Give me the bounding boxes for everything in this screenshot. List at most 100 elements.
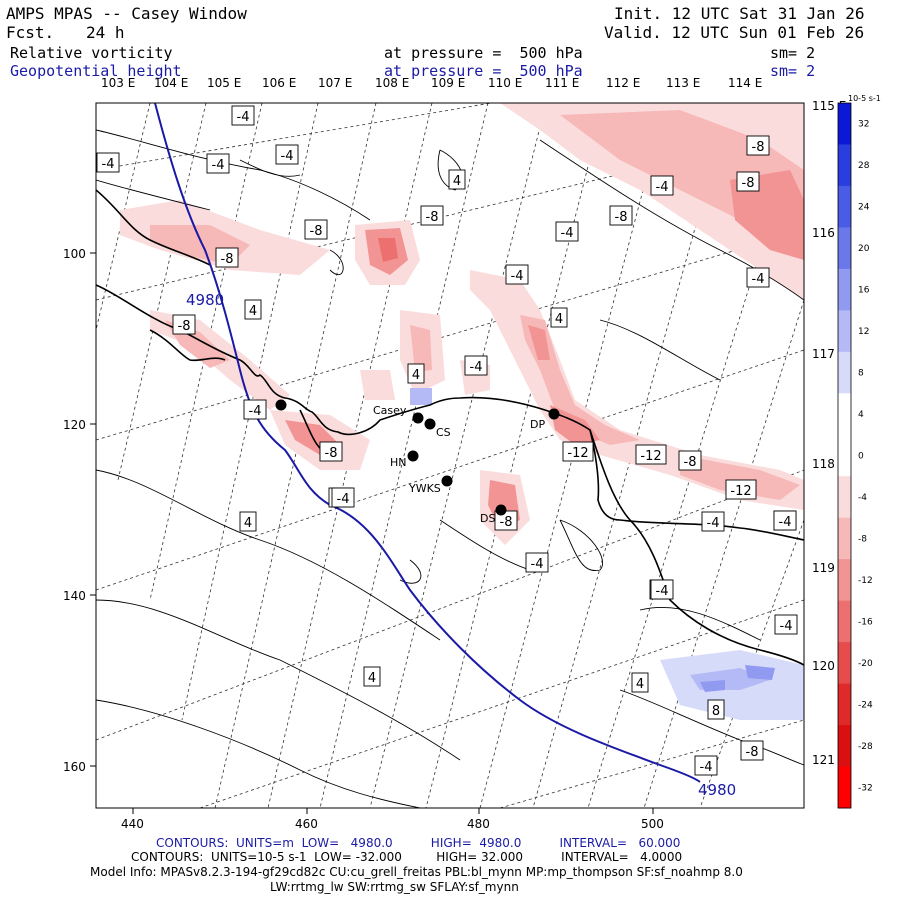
contour-label-box [363,666,381,687]
colorbar-label: 16 [858,286,870,296]
contour-label-box [243,399,267,420]
contour-label-text: -12 [640,449,661,464]
station-label: YWKS [408,482,441,495]
contour-label-text: 8 [712,704,720,719]
contour-label-text: -8 [500,515,513,530]
contour-label-text: -12 [567,446,588,461]
colorbar-label: 28 [858,161,870,171]
contour-label-text: -4 [700,760,713,775]
contour-label-box [96,152,120,173]
contour-label-box [420,205,444,226]
contour-label-text: -8 [746,745,759,760]
contour-label-box [609,205,633,226]
colorbar-swatch [838,476,851,519]
lon-label-top: 104 E [154,76,189,90]
contour-label-text: 4 [636,677,644,692]
contour-label-text: -4 [102,157,115,172]
contour-label-box [740,740,764,761]
contour-label-box [746,135,770,156]
colorbar-label: 4 [858,410,864,420]
contour-label-box [550,307,568,328]
station-marker [495,504,507,516]
valid-time: Valid. 12 UTC Sun 01 Feb 26 [604,23,865,42]
colorbar-label: -4 [858,493,867,503]
field2-level: at pressure = 500 hPa [384,62,583,80]
contour-label-text: -4 [249,404,262,419]
contour-label-text: -8 [178,319,191,334]
colorbar-swatch [838,517,851,560]
contour-label-box [448,169,466,190]
init-time: Init. 12 UTC Sat 31 Jan 26 [614,4,865,23]
contour-label-text: -4 [337,492,350,507]
contour-label-text: -8 [426,210,439,225]
contour-label-text: -12 [730,484,751,499]
contour-label-text: -4 [780,619,793,634]
lon-label-top: 108 E [375,76,410,90]
colorbar-swatch [838,434,851,477]
lon-label-top: 114 E [728,76,763,90]
station-marker [424,418,436,430]
contour-label-box [707,699,725,720]
station-marker [548,408,560,420]
field2-smoothing: sm= 2 [770,62,816,80]
contour-label-text: -8 [684,455,697,470]
contour-label-box [746,267,770,288]
contour-label-text: -4 [237,110,250,125]
lon-label-top: 105 E [207,76,242,90]
contour-label-box [631,672,649,693]
contour-label-box [319,441,343,462]
lon-label-top: 106 E [262,76,297,90]
contour-label-box [774,614,798,635]
contour-label-box [244,299,262,320]
field1-name: Relative vorticity [10,44,173,62]
colorbar-swatch [838,559,851,602]
contour-label-box [275,144,299,165]
contour-label-text: -4 [779,515,792,530]
colorbar-swatch [838,766,851,809]
contour-label-text: 4 [244,516,252,531]
contour-label-box [407,363,425,384]
footer-vorticity-contours: CONTOURS: UNITS=10-5 s-1 LOW= -32.000 HI… [131,850,683,864]
contour-label-box [172,314,196,335]
colorbar-swatch [838,725,851,768]
colorbar-swatch [838,185,851,228]
colorbar-label: 0 [858,452,864,462]
axis-ticks [90,252,654,814]
contour-label-box [464,355,488,376]
station-label: DS [480,512,495,525]
forecast-label: Fcst. [6,23,55,42]
lon-label-top: 112 E [606,76,641,90]
colorbar-swatch [838,393,851,436]
y-axis-tick: 140 [63,589,86,603]
contour-label-box [701,511,725,532]
colorbar-label: -20 [858,659,873,669]
lon-label-top: 107 E [318,76,353,90]
contour-label-box [331,487,355,508]
colorbar-label: -28 [858,742,873,752]
contour-label-box [678,450,702,471]
forecast-value: 24 h [86,23,125,42]
footer-model-info-2: LW:rrtmg_lw SW:rrtmg_sw SFLAY:sf_mynn [270,880,519,894]
contour-label-text: -4 [470,360,483,375]
contour-label-box [231,105,255,126]
colorbar-swatch [838,227,851,270]
contour-label-box [650,175,674,196]
contour-label-text: 4 [555,312,563,327]
station-label: CS [436,426,451,439]
colorbar-swatch [838,642,851,685]
colorbar-label: 12 [858,327,869,337]
positive-vorticity-shading [410,388,804,720]
station-marker [441,475,453,487]
contour-label-box [206,153,230,174]
contour-label-box [694,755,718,776]
colorbar-label: -24 [858,700,873,710]
colorbar-label: -8 [858,534,867,544]
contour-label-box [773,510,797,531]
colorbar-label: 20 [858,244,870,254]
lon-label-top: 111 E [545,76,580,90]
colorbar-label: 32 [858,120,869,130]
x-axis-tick: 460 [295,817,318,831]
colorbar-swatch [838,268,851,311]
